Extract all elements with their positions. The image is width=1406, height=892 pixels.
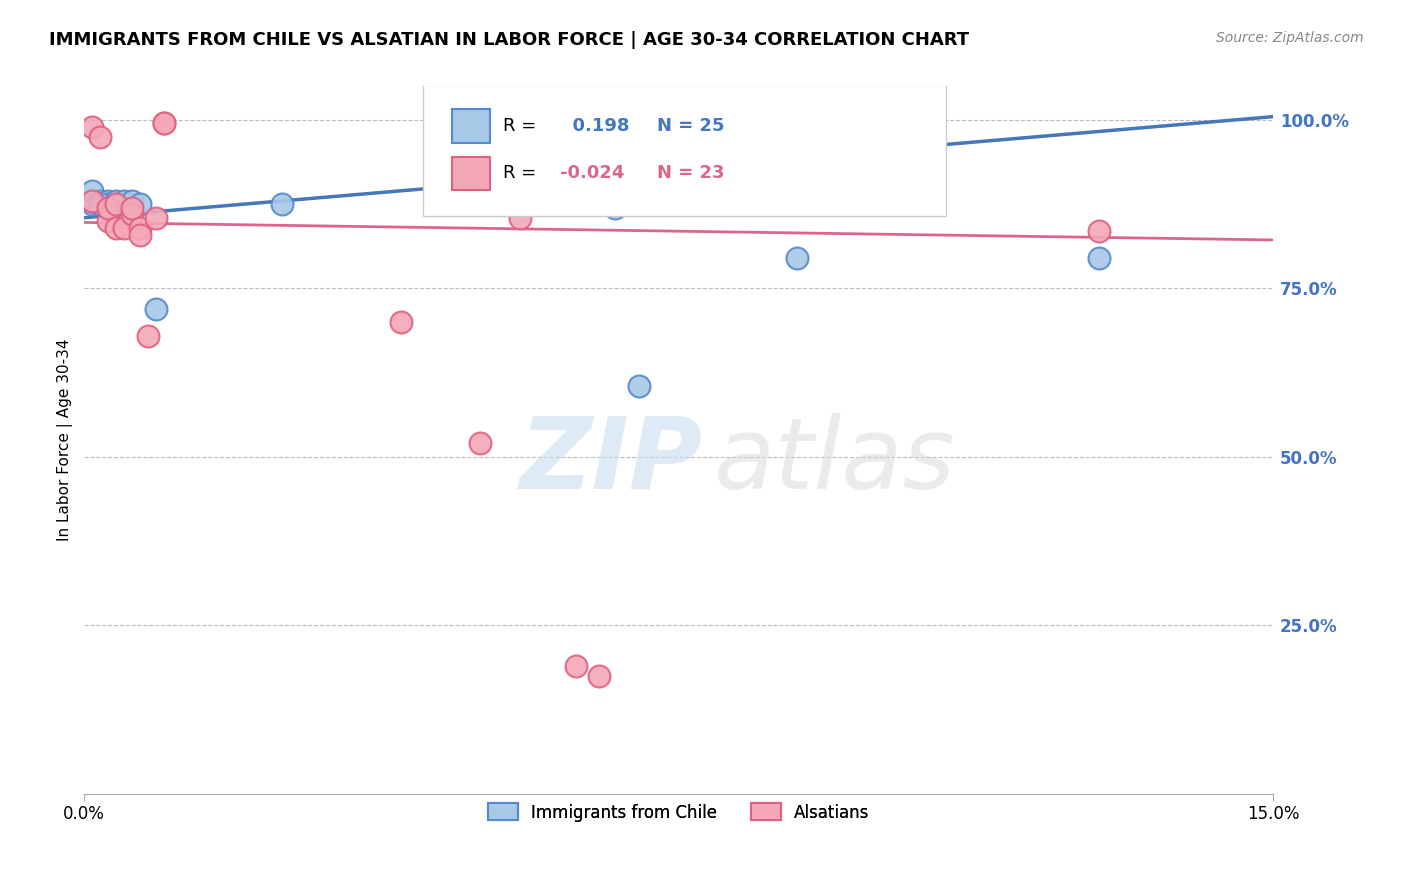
- Point: [112, 220, 135, 235]
- Point: [97, 214, 120, 228]
- Text: -0.024: -0.024: [560, 164, 624, 182]
- Point: [145, 301, 167, 316]
- Text: 0.198: 0.198: [560, 117, 630, 135]
- Point: [786, 251, 808, 265]
- Y-axis label: In Labor Force | Age 30-34: In Labor Force | Age 30-34: [58, 339, 73, 541]
- Text: IMMIGRANTS FROM CHILE VS ALSATIAN IN LABOR FORCE | AGE 30-34 CORRELATION CHART: IMMIGRANTS FROM CHILE VS ALSATIAN IN LAB…: [49, 31, 969, 49]
- Point: [97, 197, 120, 211]
- Point: [82, 120, 104, 134]
- Point: [97, 201, 120, 215]
- Text: R =: R =: [503, 164, 541, 182]
- Legend: Immigrants from Chile, Alsatians: Immigrants from Chile, Alsatians: [475, 790, 883, 835]
- Point: [82, 194, 104, 208]
- Point: [112, 197, 135, 211]
- Point: [389, 315, 412, 329]
- Point: [97, 197, 120, 211]
- FancyBboxPatch shape: [451, 110, 489, 143]
- Point: [128, 220, 150, 235]
- Text: atlas: atlas: [714, 413, 956, 509]
- Point: [89, 197, 111, 211]
- Point: [104, 194, 127, 208]
- Point: [89, 129, 111, 144]
- Text: N = 23: N = 23: [657, 164, 724, 182]
- Point: [564, 658, 586, 673]
- Point: [82, 197, 104, 211]
- Point: [82, 184, 104, 198]
- Point: [145, 211, 167, 225]
- Point: [112, 194, 135, 208]
- Text: ZIP: ZIP: [519, 413, 703, 509]
- Point: [104, 197, 127, 211]
- Point: [572, 197, 595, 211]
- Point: [509, 211, 531, 225]
- Point: [564, 197, 586, 211]
- Point: [533, 133, 555, 147]
- Text: Source: ZipAtlas.com: Source: ZipAtlas.com: [1216, 31, 1364, 45]
- Point: [121, 201, 143, 215]
- Point: [121, 207, 143, 221]
- Text: R =: R =: [503, 117, 541, 135]
- Point: [128, 197, 150, 211]
- Point: [509, 129, 531, 144]
- Point: [104, 197, 127, 211]
- Point: [121, 197, 143, 211]
- Point: [152, 116, 174, 130]
- Point: [128, 227, 150, 242]
- Point: [1087, 224, 1109, 238]
- Point: [1087, 251, 1109, 265]
- Point: [82, 194, 104, 208]
- FancyBboxPatch shape: [451, 157, 489, 190]
- Point: [104, 220, 127, 235]
- Point: [470, 436, 492, 450]
- Text: N = 25: N = 25: [657, 117, 724, 135]
- Point: [605, 201, 627, 215]
- Point: [121, 194, 143, 208]
- Point: [136, 328, 159, 343]
- Point: [271, 197, 294, 211]
- Point: [97, 194, 120, 208]
- Point: [627, 379, 650, 393]
- Point: [588, 669, 610, 683]
- Point: [89, 197, 111, 211]
- FancyBboxPatch shape: [423, 85, 946, 216]
- Point: [152, 116, 174, 130]
- Point: [89, 194, 111, 208]
